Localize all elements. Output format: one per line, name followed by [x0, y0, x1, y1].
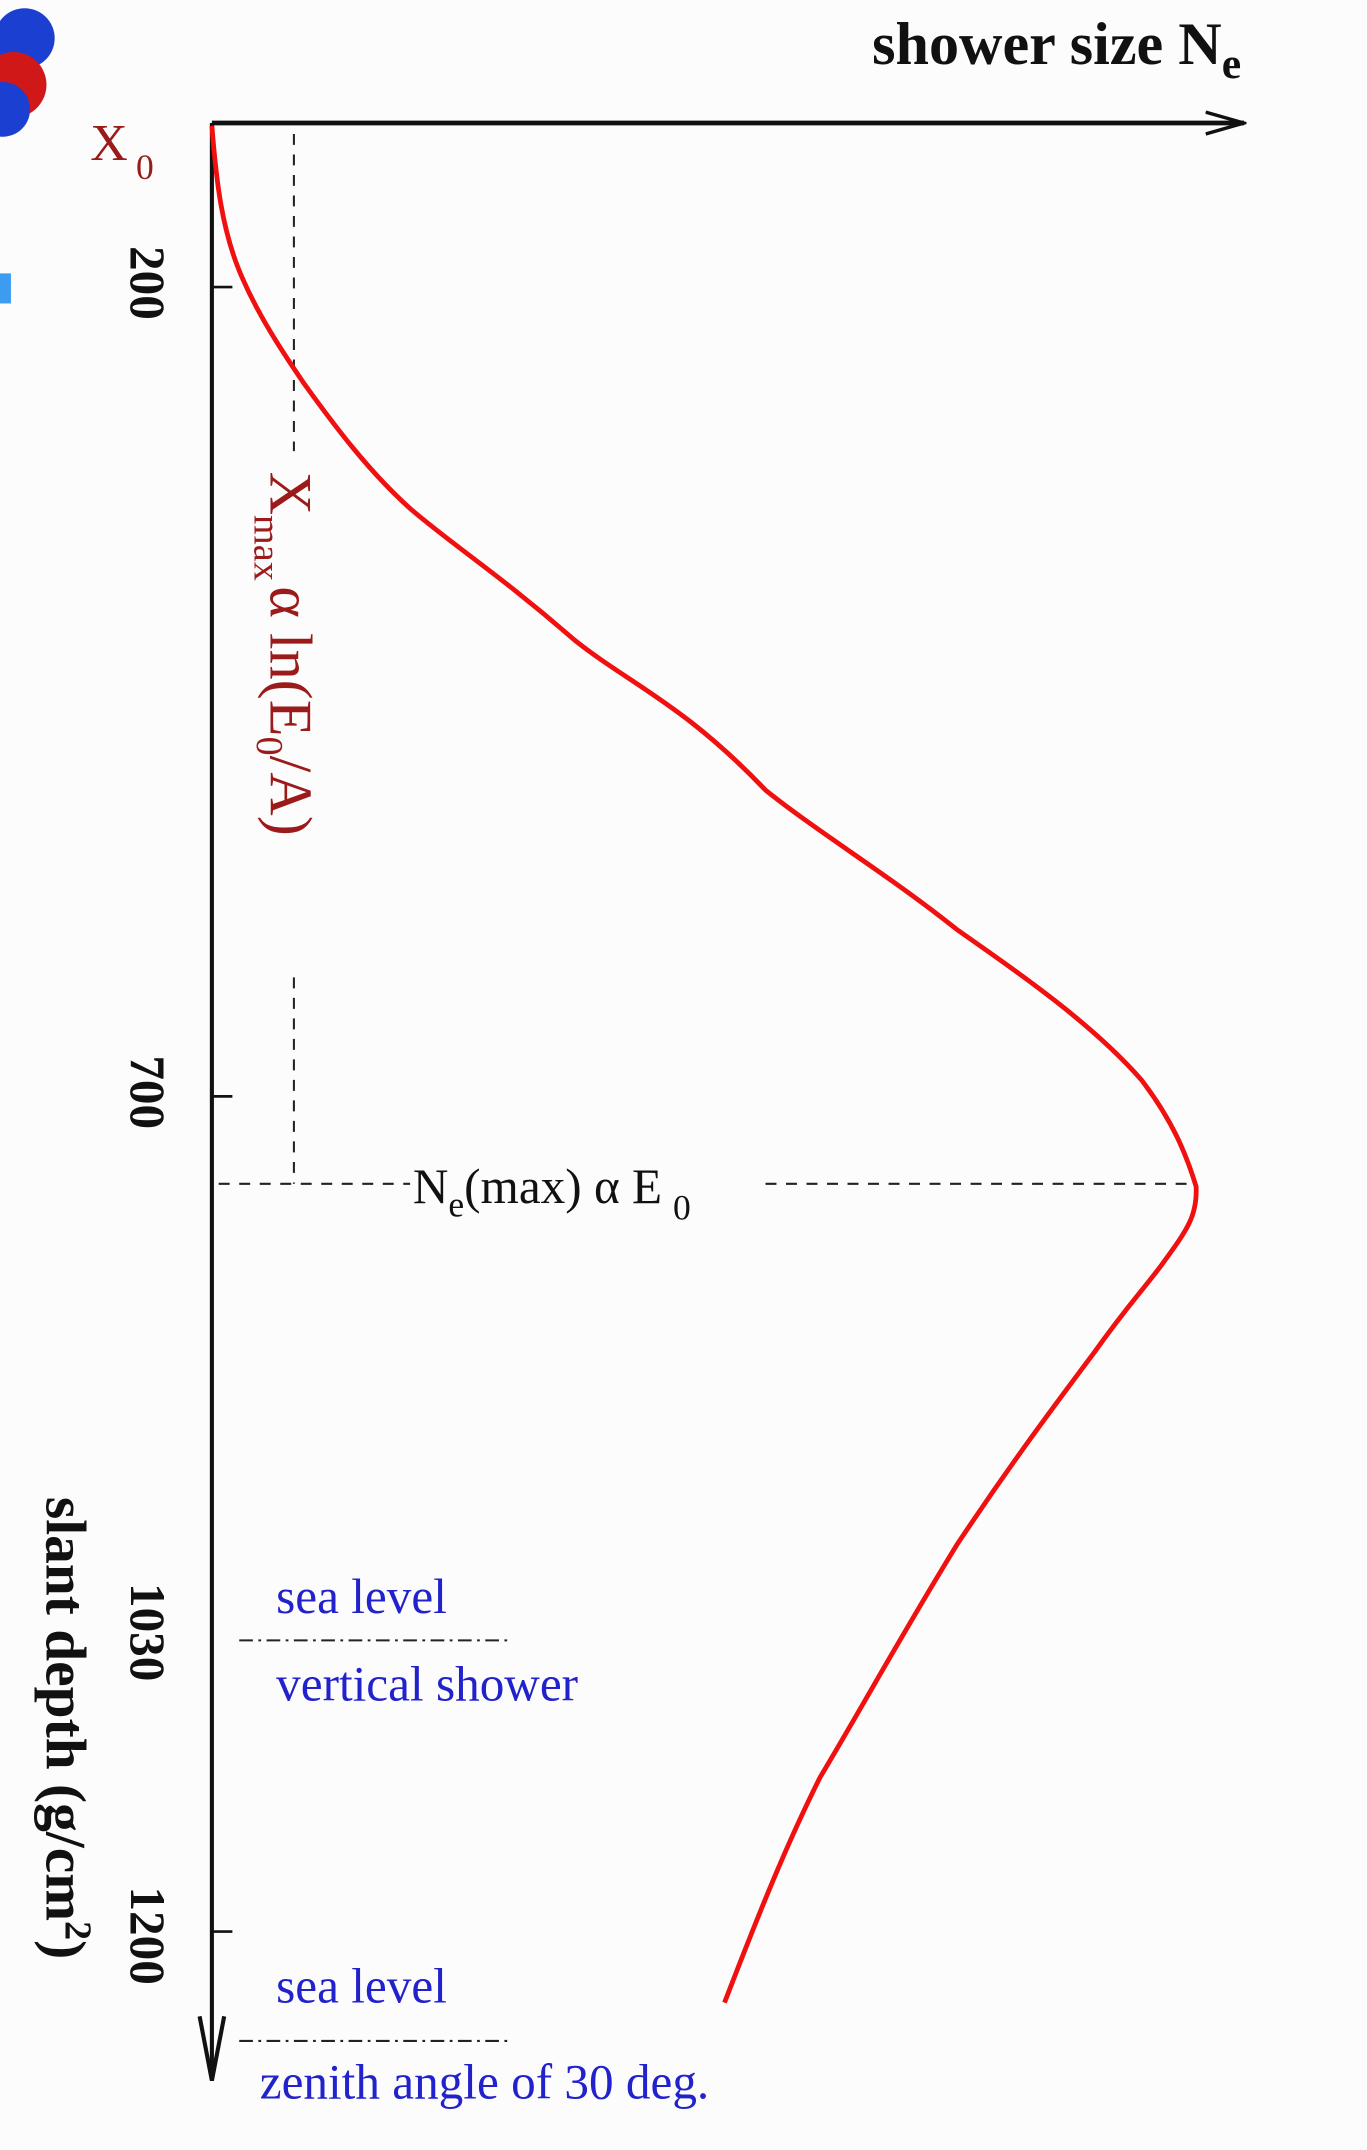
- xmax-label: Xmax α ln(E0/A): [245, 472, 323, 836]
- x-axis-label: shower size Ne: [872, 11, 1241, 88]
- tick-labels: 200 700 1030 1200: [120, 246, 175, 1985]
- tick-marks: [211, 285, 233, 1933]
- text-part: max: [245, 515, 287, 581]
- text-part: /A): [257, 756, 324, 836]
- text-part: ): [33, 1940, 96, 1959]
- note: sea level: [276, 1569, 447, 1624]
- note: vertical shower: [276, 1657, 578, 1712]
- text-part: shower size N: [872, 11, 1222, 78]
- sea-level-lines: [239, 1639, 513, 2042]
- tick-label: 200: [120, 246, 175, 320]
- nmax-label: Ne(max) α E 0: [413, 1159, 691, 1227]
- text-part: 0: [248, 736, 290, 755]
- text-part: N: [413, 1159, 449, 1214]
- text-part: X: [90, 115, 128, 172]
- y-axis-arrow: [197, 2015, 227, 2081]
- text-part: (max) α E: [464, 1159, 662, 1214]
- note: zenith angle of 30 deg.: [260, 2054, 710, 2109]
- guides: [218, 133, 1197, 1185]
- text-part: slant depth (g/cm: [33, 1497, 96, 1921]
- text-part: e: [1222, 40, 1241, 88]
- tick-label: 1030: [120, 1583, 175, 1681]
- text-part: e: [448, 1185, 464, 1225]
- tick-label: 700: [120, 1055, 175, 1129]
- notes: sea level vertical shower sea level zeni…: [260, 1569, 710, 2109]
- text-part: X: [257, 472, 324, 515]
- note: sea level: [276, 1959, 447, 2014]
- text-part: 0: [136, 147, 154, 187]
- y-axis-label: slant depth (g/cm2): [33, 1497, 98, 1959]
- logo: [0, 8, 55, 304]
- text-part: α ln(E: [257, 586, 324, 736]
- text-part: 2: [57, 1921, 99, 1940]
- text-part: 0: [673, 1187, 691, 1227]
- tick-label: 1200: [120, 1886, 175, 1984]
- shower-profile: [209, 125, 1199, 2004]
